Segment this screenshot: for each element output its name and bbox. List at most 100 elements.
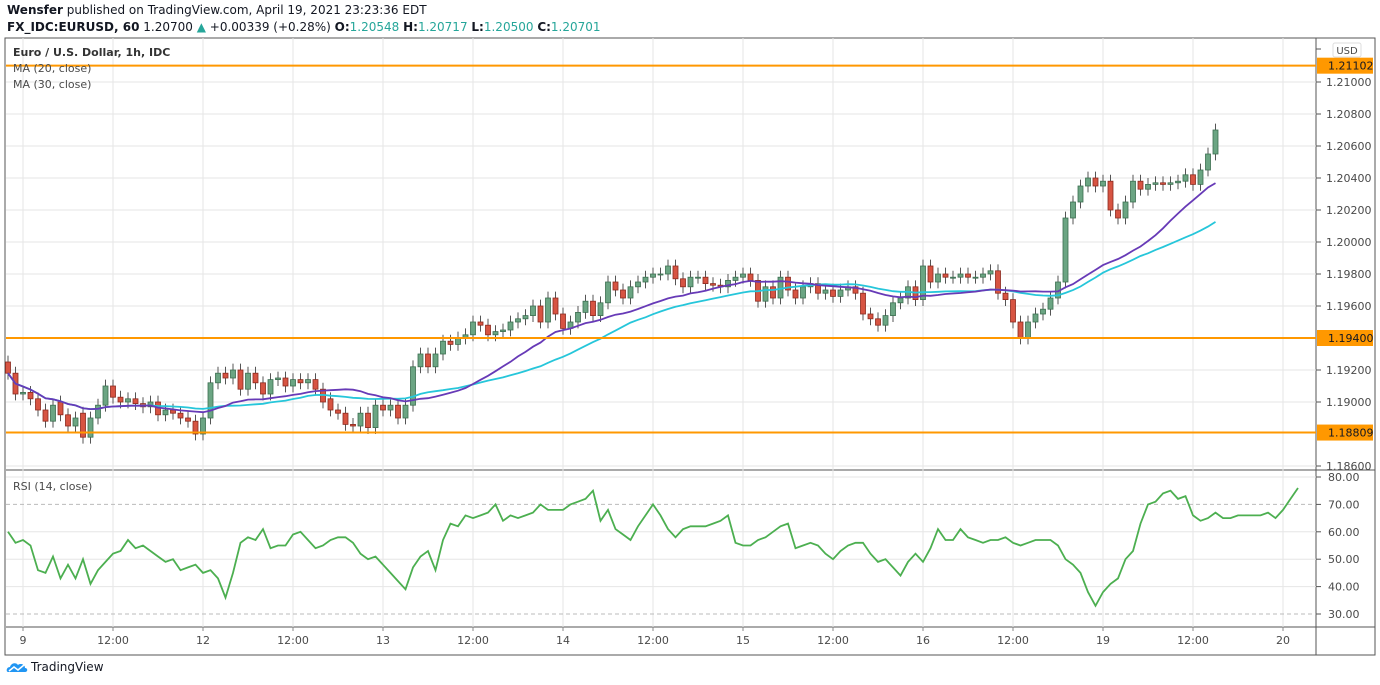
candle <box>890 302 896 316</box>
candle <box>965 273 971 278</box>
candle <box>545 297 551 323</box>
candle <box>185 417 191 422</box>
candle <box>515 318 521 323</box>
published-text: published on TradingView.com, April 19, … <box>66 3 427 17</box>
footer-brand[interactable]: TradingView <box>6 660 104 674</box>
candle <box>207 382 214 419</box>
candle <box>1077 185 1084 203</box>
candle <box>530 305 536 316</box>
candle <box>500 329 506 332</box>
candle <box>927 265 934 283</box>
candle <box>537 305 544 323</box>
currency-badge <box>1332 42 1362 58</box>
level-price-badge <box>1317 424 1373 441</box>
close-label: C: <box>537 20 551 34</box>
open-label: O: <box>334 20 350 34</box>
candle <box>635 281 641 288</box>
candle <box>447 340 454 345</box>
x-tick-label: 15 <box>736 634 750 647</box>
footer-brand-text: TradingView <box>31 660 104 674</box>
candle <box>785 276 791 291</box>
candle <box>725 279 731 288</box>
rsi-line <box>7 487 1299 608</box>
candle <box>507 321 514 331</box>
high-label: H: <box>403 20 418 34</box>
candle <box>312 379 319 390</box>
rsi-legend: RSI (14, close) <box>13 480 93 493</box>
candle <box>95 404 101 419</box>
x-tick-label: 12:00 <box>997 634 1029 647</box>
candle <box>665 265 671 275</box>
rsi-tick-label: 60.00 <box>1328 526 1360 539</box>
y-tick-label: 1.20600 <box>1326 140 1372 153</box>
candle <box>762 286 769 302</box>
candle <box>27 391 34 400</box>
rsi-tick-label: 80.00 <box>1328 471 1360 484</box>
candle <box>897 297 904 304</box>
candle <box>935 273 941 283</box>
candle <box>650 273 656 278</box>
candle <box>710 283 716 286</box>
candle <box>402 404 409 419</box>
rsi-tick-label: 40.00 <box>1328 581 1360 594</box>
candle <box>732 276 739 281</box>
candle <box>1002 292 1009 301</box>
x-tick-label: 12:00 <box>817 634 849 647</box>
candle <box>162 409 169 416</box>
candle <box>612 281 619 291</box>
candle <box>1137 180 1144 190</box>
candle <box>132 398 139 404</box>
candle <box>192 420 199 435</box>
candle <box>980 273 986 278</box>
candle <box>1025 321 1031 339</box>
candle <box>1175 180 1181 184</box>
candle <box>1205 153 1211 171</box>
candle <box>417 353 424 368</box>
candle <box>65 414 71 427</box>
triangle-up-icon: ▲ <box>196 20 206 34</box>
x-tick-label: 12:00 <box>277 634 309 647</box>
candle <box>372 404 379 429</box>
candle <box>117 396 124 403</box>
candle <box>200 417 206 435</box>
chart-title: Euro / U.S. Dollar, 1h, IDC <box>13 46 171 59</box>
candle <box>1032 313 1039 323</box>
candle <box>5 361 11 374</box>
candle <box>342 412 349 425</box>
y-tick-label: 1.19200 <box>1326 364 1372 377</box>
candle <box>50 404 56 422</box>
candle <box>560 313 566 329</box>
candle <box>575 311 581 323</box>
y-tick-label: 1.20000 <box>1326 236 1372 249</box>
candle <box>687 276 694 288</box>
candle <box>1160 182 1166 185</box>
candle <box>972 276 979 279</box>
candle <box>1152 182 1159 185</box>
high-value: 1.20717 <box>417 20 468 34</box>
level-price-badge <box>1317 57 1373 74</box>
low-value: 1.20500 <box>483 20 534 34</box>
candle <box>470 321 476 336</box>
candle <box>1040 308 1046 315</box>
symbol-line: FX_IDC:EURUSD, 60 1.20700 ▲ +0.00339 (+0… <box>7 20 601 34</box>
y-tick-label: 1.19000 <box>1326 396 1372 409</box>
candle <box>1070 201 1076 219</box>
candle <box>1212 129 1219 155</box>
candle <box>605 281 611 304</box>
candle <box>1167 182 1174 185</box>
candle <box>822 289 829 294</box>
candle <box>350 423 356 427</box>
candle <box>552 297 559 315</box>
candle <box>57 401 64 416</box>
rsi-tick-label: 70.00 <box>1328 498 1360 511</box>
candle <box>1062 217 1069 283</box>
candle <box>440 340 446 355</box>
candle <box>215 372 221 384</box>
candle <box>642 276 649 283</box>
symbol: FX_IDC:EURUSD, 60 <box>7 20 140 34</box>
candle <box>740 273 746 278</box>
candle <box>995 270 1001 294</box>
candle <box>1145 183 1151 190</box>
rsi-tick-label: 30.00 <box>1328 608 1360 621</box>
